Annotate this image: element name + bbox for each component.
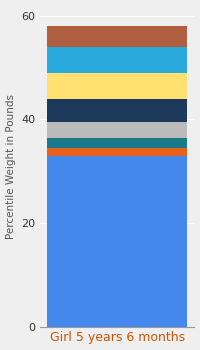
Bar bbox=[47, 99, 187, 122]
Y-axis label: Percentile Weight in Pounds: Percentile Weight in Pounds bbox=[6, 93, 16, 239]
Bar bbox=[47, 73, 187, 99]
Bar bbox=[47, 26, 187, 47]
Bar bbox=[47, 156, 187, 327]
Bar bbox=[47, 148, 187, 156]
Bar bbox=[47, 138, 187, 148]
Bar bbox=[47, 47, 187, 73]
Bar bbox=[47, 122, 187, 138]
